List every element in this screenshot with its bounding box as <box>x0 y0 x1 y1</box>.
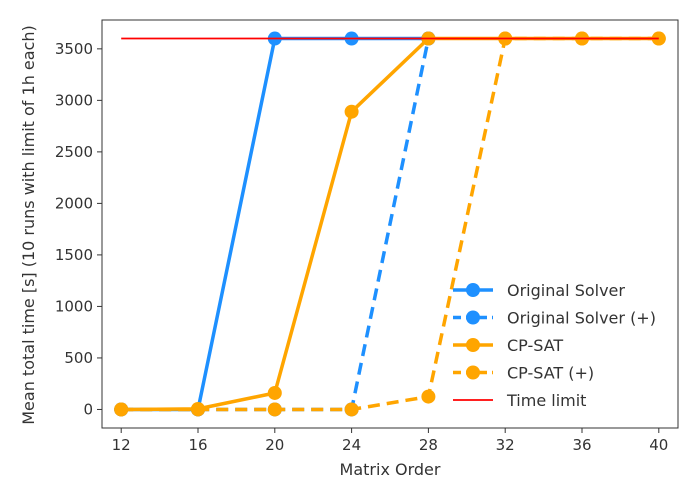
legend-label-original-solver: Original Solver (+) <box>507 309 656 328</box>
x-tick-label: 24 <box>342 436 361 454</box>
x-tick-label: 40 <box>649 436 668 454</box>
legend-marker-cp-sat <box>466 365 480 380</box>
y-tick-label: 0 <box>83 400 93 418</box>
data-point-cp-sat <box>191 402 205 417</box>
y-tick-label: 2000 <box>55 194 93 212</box>
y-axis-label: Mean total time [s] (10 runs with limit … <box>19 25 38 425</box>
x-tick-label: 32 <box>496 436 515 454</box>
legend-label-original-solver: Original Solver <box>507 281 625 300</box>
x-tick-label: 20 <box>265 436 284 454</box>
x-tick-label: 28 <box>419 436 438 454</box>
data-point-cp-sat <box>267 385 282 400</box>
series-line-original-solver <box>121 38 431 412</box>
legend-label-cp-sat: CP-SAT (+) <box>507 364 594 383</box>
legend-marker-original-solver <box>466 310 480 325</box>
plot-area: 12 16 20 24 28 32 36 40 0 500 1000 1500 2000 2500 3000… <box>55 19 679 454</box>
x-tick-label: 12 <box>112 436 131 454</box>
data-point-cp-sat <box>344 104 359 119</box>
data-point-cp-sat <box>421 389 436 404</box>
x-tick-label: 36 <box>572 436 591 454</box>
axes-frame <box>101 19 679 429</box>
legend-label-time-limit: Time limit <box>506 391 586 410</box>
y-tick-label: 1000 <box>55 297 93 315</box>
y-tick-label: 2500 <box>55 143 93 161</box>
legend-marker-cp-sat <box>466 338 480 352</box>
legend-label-cp-sat: CP-SAT <box>507 336 563 355</box>
legend-marker-original-solver <box>466 283 480 297</box>
data-point-cp-sat <box>267 402 282 417</box>
legend: Original Solver Original Solver (+) CP-SAT… <box>453 281 656 410</box>
y-tick-label: 500 <box>64 349 93 367</box>
y-tick-label: 1500 <box>55 246 93 264</box>
data-point-cp-sat <box>344 402 359 417</box>
y-tick-label: 3000 <box>55 91 93 109</box>
y-tick-label: 3500 <box>55 40 93 58</box>
x-axis-label: Matrix Order <box>340 460 441 479</box>
data-point-cp-sat <box>114 402 129 417</box>
series-line-original-solver <box>121 36 429 412</box>
x-tick-label: 16 <box>188 436 207 454</box>
series-line-cp-sat <box>121 36 659 412</box>
